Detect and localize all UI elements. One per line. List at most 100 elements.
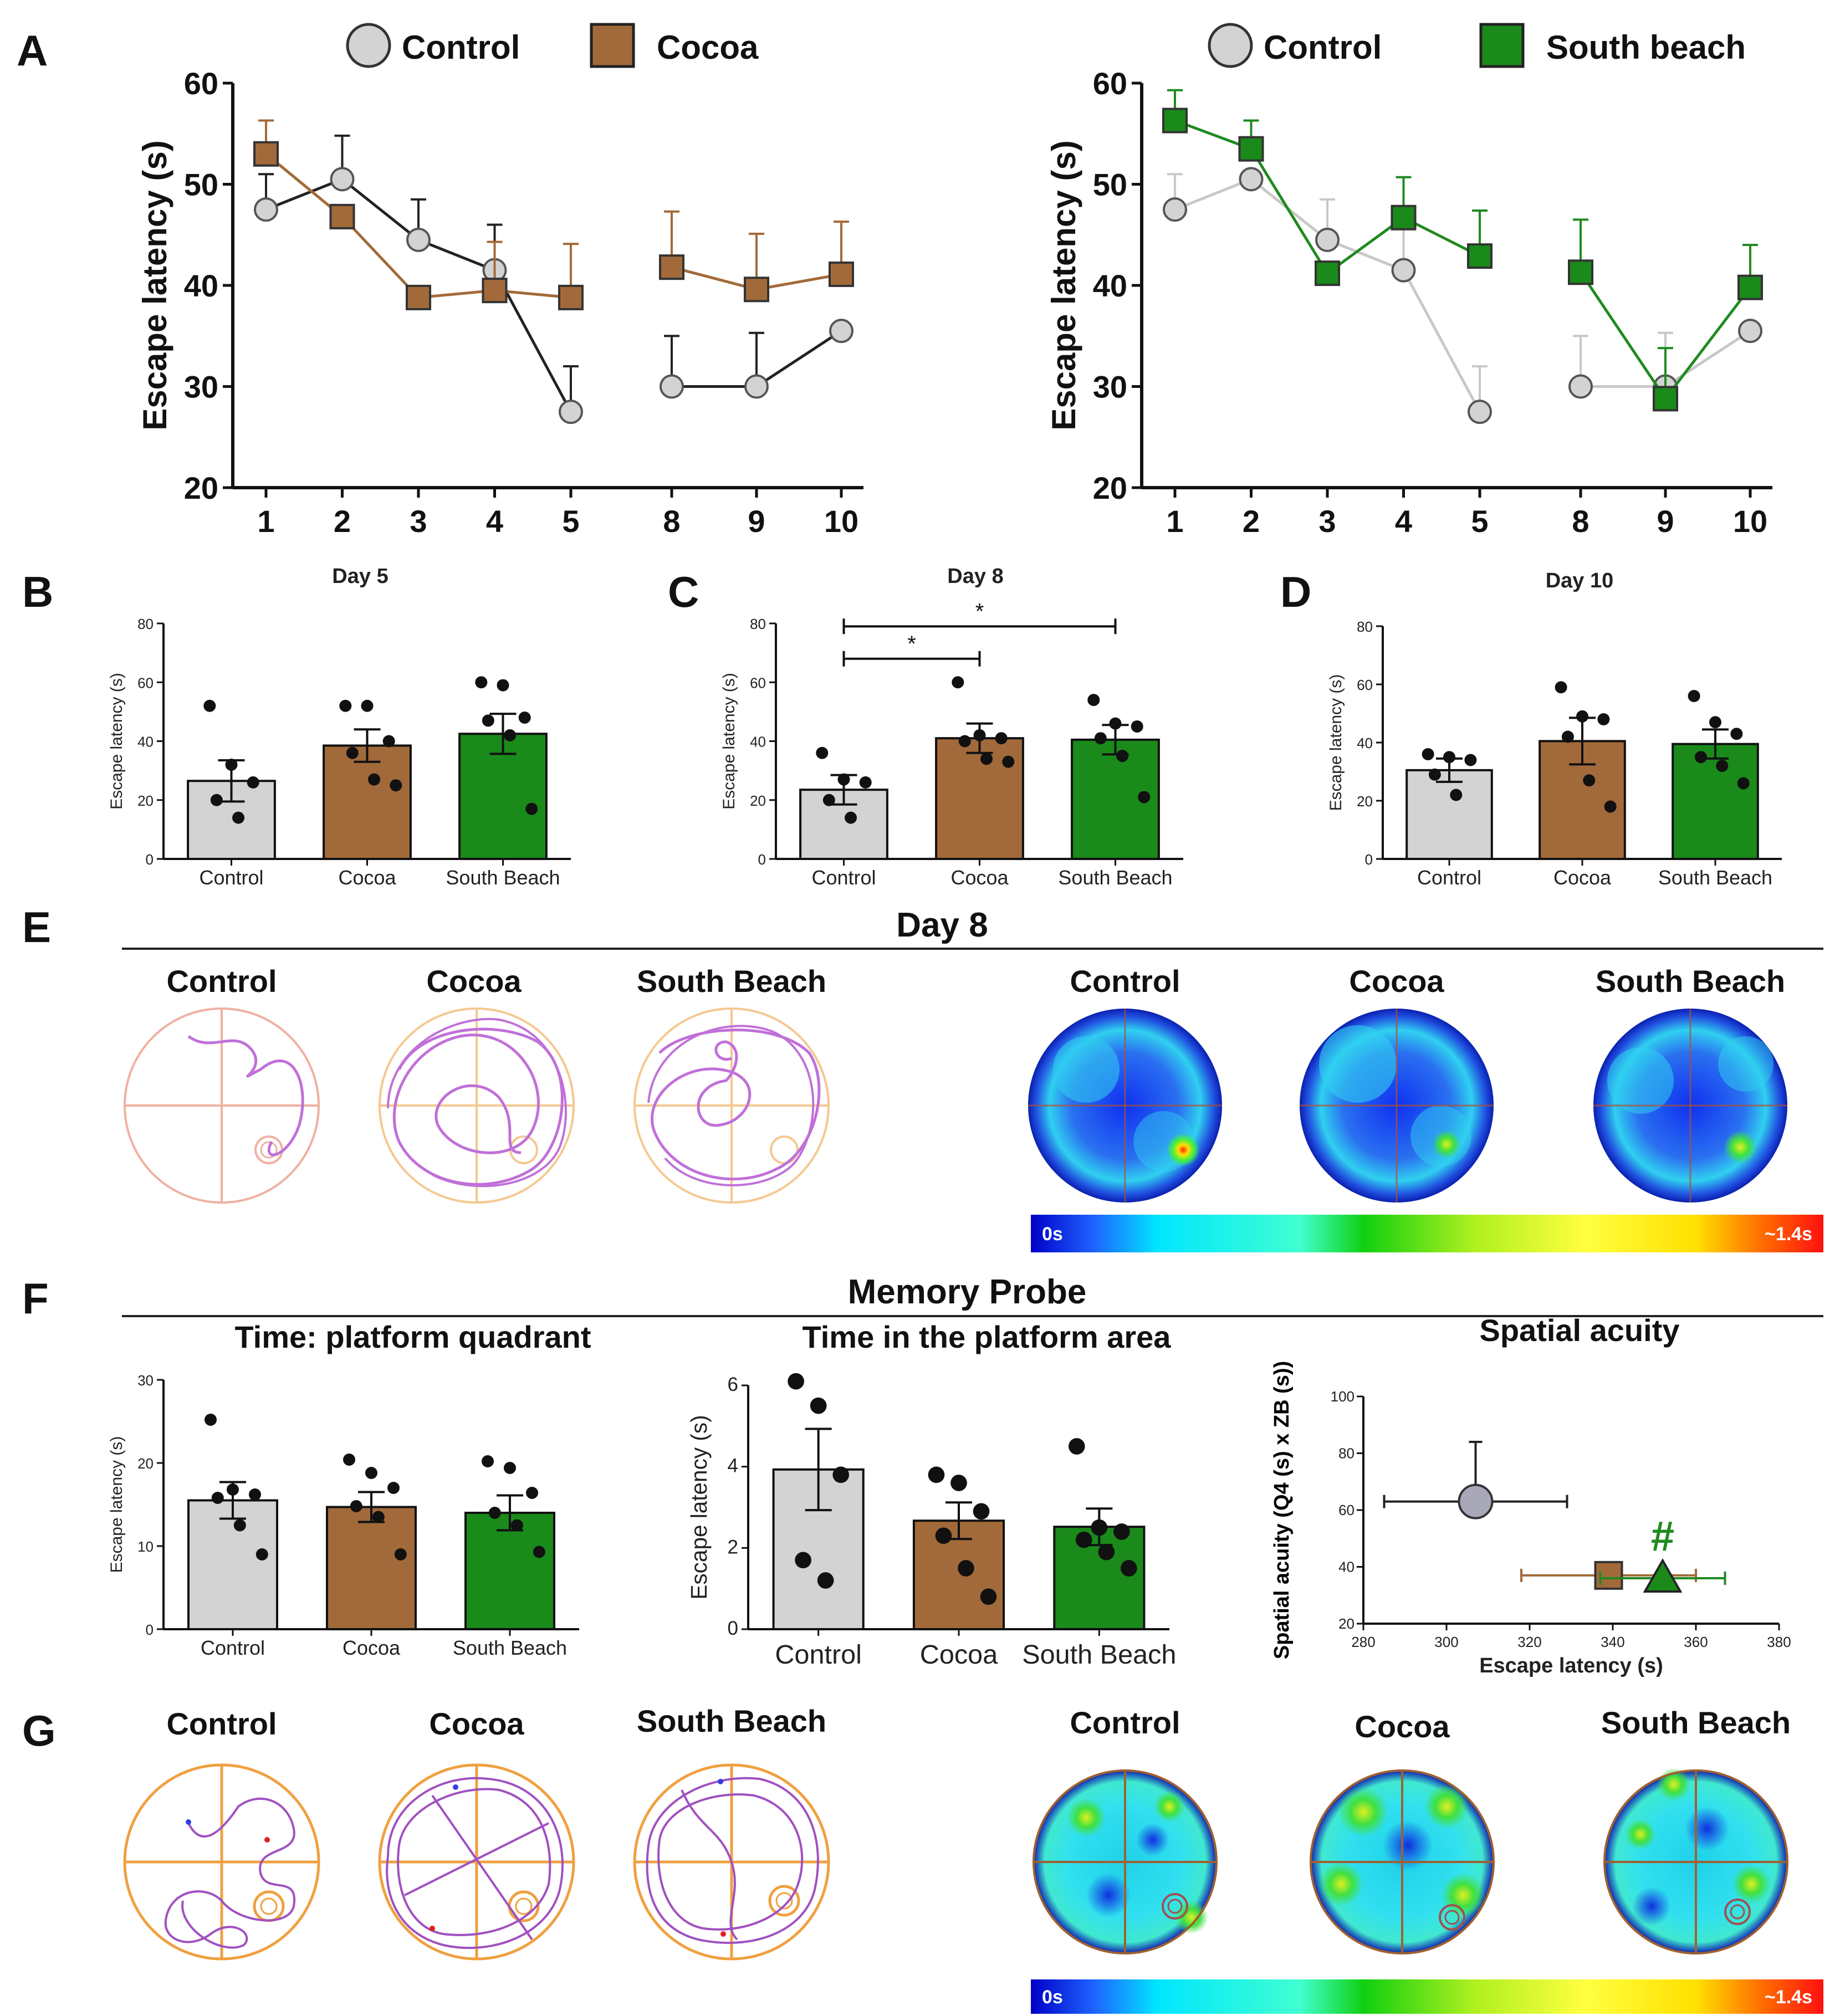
x-tick-label: 9 xyxy=(748,504,765,539)
data-point-control xyxy=(1458,1483,1494,1519)
g-heatmap-cocoa xyxy=(1310,1769,1495,1954)
data-point-control xyxy=(660,374,684,399)
x-category-label-control: Control xyxy=(775,1640,862,1670)
y-tick-label: 80 xyxy=(137,616,154,632)
bar-chart-day-10: 0 20 40 60 80 Escape latency (s) Day 10 Control… xyxy=(1327,569,1782,889)
legend-label-control: Control xyxy=(402,29,520,66)
individual-point-control xyxy=(1422,748,1434,760)
x-category-label-cocoa: Cocoa xyxy=(1553,866,1612,889)
data-point-cocoa xyxy=(482,278,508,304)
significance-label-hash: # xyxy=(1651,1513,1674,1560)
individual-point-control xyxy=(247,776,259,789)
x-tick-label: 8 xyxy=(663,504,680,539)
individual-point-cocoa xyxy=(980,753,993,765)
y-axis-label: Escape latency (s) xyxy=(686,1415,712,1599)
y-tick-label: 60 xyxy=(750,674,766,691)
e-scale-min-label: 0s xyxy=(1042,1224,1063,1245)
x-category-label-south-beach: South Beach xyxy=(1022,1640,1176,1670)
data-point-south-beach xyxy=(1391,204,1417,231)
individual-point-control xyxy=(1428,768,1441,781)
individual-point-control xyxy=(837,773,850,786)
legend-label-cocoa: Cocoa xyxy=(657,29,759,66)
panel-letter-c: C xyxy=(668,567,699,616)
individual-point-cocoa xyxy=(1604,800,1617,813)
individual-point-cocoa xyxy=(390,779,402,792)
individual-point-cocoa xyxy=(935,1527,952,1544)
x-category-label-south-beach: South Beach xyxy=(446,866,560,889)
scatter-spatial-acuity: Spatial acuity 280 300 320 340 360 380 20 40 60 80… xyxy=(1270,1313,1791,1677)
individual-point-control xyxy=(822,794,835,806)
data-point-cocoa xyxy=(558,284,584,310)
y-tick-label: 20 xyxy=(137,792,154,809)
individual-point-cocoa xyxy=(387,1482,400,1494)
y-tick-label: 10 xyxy=(137,1538,154,1555)
e-swim-track-cocoa xyxy=(379,1007,575,1204)
x-category-label-control: Control xyxy=(199,866,263,889)
individual-point-cocoa xyxy=(394,1548,407,1560)
data-point-control xyxy=(1391,258,1416,283)
x-tick-label: 3 xyxy=(1318,504,1336,539)
y-tick-label: 0 xyxy=(758,851,766,868)
individual-point-cocoa xyxy=(1583,774,1596,787)
y-tick-label: 0 xyxy=(146,851,154,868)
individual-point-cocoa xyxy=(958,1560,974,1577)
g-heatmap-south-beach xyxy=(1603,1768,1788,1954)
x-tick-label: 5 xyxy=(562,504,579,539)
individual-point-cocoa xyxy=(1002,755,1015,768)
x-category-label-control: Control xyxy=(1417,866,1481,889)
individual-point-south-beach xyxy=(1116,750,1129,763)
y-tick-label: 2 xyxy=(727,1536,738,1558)
individual-point-south-beach xyxy=(488,1507,501,1519)
g-swim-track-control xyxy=(123,1763,320,1961)
individual-point-control xyxy=(227,1483,239,1496)
individual-point-cocoa xyxy=(350,1500,362,1512)
x-tick-label: 8 xyxy=(1572,504,1589,539)
individual-point-south-beach xyxy=(497,679,509,692)
individual-point-south-beach xyxy=(518,712,531,724)
x-tick-label: 300 xyxy=(1434,1634,1458,1650)
y-tick-label: 40 xyxy=(750,734,766,750)
chart-title: Time: platform quadrant xyxy=(234,1319,591,1354)
g-heatmap-control xyxy=(1033,1769,1218,1954)
y-tick-label: 80 xyxy=(750,616,766,632)
data-point-cocoa xyxy=(659,254,684,280)
x-tick-label: 360 xyxy=(1684,1634,1708,1650)
individual-point-south-beach xyxy=(1716,760,1729,772)
bar-cocoa xyxy=(323,744,412,860)
individual-point-cocoa xyxy=(973,729,986,741)
individual-point-control xyxy=(1443,751,1455,764)
individual-point-south-beach xyxy=(1709,716,1721,729)
g-scale-min-label: 0s xyxy=(1042,1987,1063,2008)
y-tick-label: 50 xyxy=(184,167,218,202)
individual-point-south-beach xyxy=(1688,690,1700,702)
data-point-south-beach xyxy=(1315,260,1340,286)
data-point-cocoa xyxy=(253,141,279,167)
y-axis-label: Escape latency (s) xyxy=(720,673,738,810)
y-tick-label: 0 xyxy=(1365,851,1373,868)
legend-marker-south-beach xyxy=(1479,23,1525,68)
y-tick-label: 20 xyxy=(137,1455,154,1472)
individual-point-control xyxy=(817,1572,834,1589)
y-tick-label: 80 xyxy=(1338,1445,1355,1462)
bar-control xyxy=(1405,769,1493,860)
individual-point-control xyxy=(1450,789,1463,801)
e-track-label-cocoa: Cocoa xyxy=(426,964,522,999)
y-tick-label: 40 xyxy=(1093,268,1127,303)
g-scale-max-label: ~1.4s xyxy=(1765,1987,1812,2008)
individual-point-south-beach xyxy=(475,676,488,689)
e-heatmap-label-cocoa: Cocoa xyxy=(1349,964,1444,999)
legend-label-south-beach: South beach xyxy=(1546,29,1746,66)
individual-point-control xyxy=(1464,754,1477,766)
significance-label: * xyxy=(907,632,916,656)
individual-point-cocoa xyxy=(973,1503,990,1520)
individual-point-cocoa xyxy=(928,1466,945,1483)
individual-point-south-beach xyxy=(1094,732,1107,745)
individual-point-cocoa xyxy=(372,1511,385,1523)
individual-point-south-beach xyxy=(1737,777,1750,790)
g-heatmap-label-cocoa: Cocoa xyxy=(1355,1709,1450,1744)
data-point-south-beach xyxy=(1238,136,1264,162)
data-point-south-beach xyxy=(1162,108,1188,134)
y-axis-label: Escape latency (s) xyxy=(108,673,126,810)
individual-point-control xyxy=(225,759,238,771)
bar-chart-time-platform-area: 0 2 4 6 Escape latency (s) Time in the platfo… xyxy=(686,1319,1176,1670)
